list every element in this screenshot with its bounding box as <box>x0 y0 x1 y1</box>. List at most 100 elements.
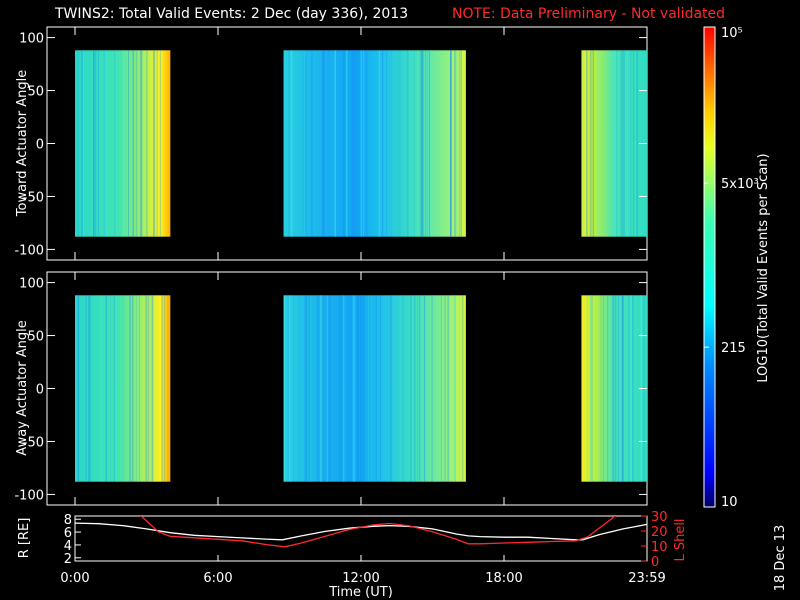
toward-event-streak <box>160 50 161 237</box>
away-event-streak <box>321 295 322 482</box>
away-ytick-label: 100 <box>19 277 44 292</box>
away-event-streak <box>611 295 613 482</box>
away-event-streak <box>447 295 449 482</box>
away-event-streak <box>316 295 319 482</box>
colorbar-scale <box>704 27 715 507</box>
away-event-streak <box>617 295 619 482</box>
toward-event-streak <box>156 50 158 237</box>
away-event-streak <box>409 295 412 482</box>
away-event-streak <box>444 295 446 482</box>
toward-event-streak <box>390 50 392 237</box>
away-event-streak <box>589 295 591 482</box>
toward-event-streak <box>139 50 142 237</box>
toward-event-streak <box>407 50 409 237</box>
toward-event-streak <box>358 50 360 237</box>
away-event-streak <box>342 295 345 482</box>
away-event-streak <box>100 295 103 482</box>
away-event-streak <box>115 295 118 482</box>
toward-event-streak <box>330 50 332 237</box>
toward-event-streak <box>423 50 425 237</box>
away-event-streak <box>357 295 359 482</box>
toward-event-streak <box>290 50 292 237</box>
toward-event-streak <box>386 50 387 237</box>
away-event-streak <box>600 295 602 482</box>
away-event-streak <box>319 295 321 482</box>
toward-event-streak <box>460 50 462 237</box>
toward-event-streak <box>345 50 348 237</box>
toward-ytick-label: -100 <box>14 243 44 258</box>
away-event-streak <box>434 295 437 482</box>
away-event-streak <box>322 295 324 482</box>
toward-event-streak <box>103 50 105 237</box>
toward-event-streak <box>636 50 638 237</box>
toward-event-streak <box>409 50 411 237</box>
toward-event-streak <box>382 50 384 237</box>
toward-event-streak <box>82 50 84 237</box>
away-event-streak <box>380 295 381 482</box>
toward-event-streak <box>291 50 293 237</box>
away-actuator-panel: 100 50 0 -50 -100 Away Actuator Angle <box>14 271 648 506</box>
toward-event-streak <box>633 50 635 237</box>
toward-event-streak <box>423 50 425 237</box>
colorbar-tick-label: 10 <box>721 495 738 510</box>
away-event-streak <box>327 295 328 482</box>
toward-event-streak <box>596 50 599 237</box>
away-event-streak <box>309 295 311 482</box>
toward-event-block-3 <box>581 50 647 237</box>
time-xtick-label: 0:00 <box>60 571 89 586</box>
toward-event-streak <box>363 50 365 237</box>
away-event-streak <box>339 295 341 482</box>
away-event-streak <box>621 295 623 482</box>
away-event-streak <box>389 295 392 482</box>
toward-event-streak <box>93 50 95 237</box>
toward-event-streak <box>141 50 143 237</box>
toward-event-streak <box>153 50 156 237</box>
toward-event-streak <box>77 50 79 237</box>
toward-event-streak <box>121 50 122 237</box>
toward-event-streak <box>311 50 313 237</box>
toward-event-streak <box>159 50 161 237</box>
toward-event-streak <box>128 50 129 237</box>
away-event-streak <box>129 295 131 482</box>
toward-event-streak <box>414 50 415 237</box>
colorbar-tick-label: 10⁵ <box>721 26 743 41</box>
toward-event-streak <box>122 50 125 237</box>
away-event-streak <box>628 295 630 482</box>
away-event-streak <box>110 295 111 482</box>
toward-event-streak <box>636 50 638 237</box>
toward-event-streak <box>132 50 134 237</box>
away-event-streak <box>304 295 306 482</box>
away-event-streak <box>305 295 307 482</box>
away-event-streak <box>375 295 377 482</box>
toward-event-streak <box>303 50 305 237</box>
away-event-streak <box>622 295 623 482</box>
away-event-streak <box>324 295 326 482</box>
away-event-streak <box>622 295 624 482</box>
lshell-ytick-label: 0 <box>651 555 659 570</box>
away-ytick-label: 0 <box>36 383 44 398</box>
away-event-block-3 <box>581 295 647 482</box>
away-event-streak <box>352 295 355 482</box>
away-event-streak <box>306 295 308 482</box>
toward-event-streak <box>303 50 305 237</box>
toward-event-streak <box>363 50 364 237</box>
colorbar-tick-label: 215 <box>721 341 746 356</box>
toward-event-streak <box>589 50 592 237</box>
away-event-streak <box>132 295 134 482</box>
toward-event-streak <box>583 50 585 237</box>
away-event-streak <box>130 295 132 482</box>
toward-event-streak <box>343 50 346 237</box>
away-event-streak <box>591 295 593 482</box>
r-ytick-label: 8 <box>64 513 72 528</box>
colorbar-label: LOG10(Total Valid Events per Scan) <box>756 153 771 382</box>
toward-event-streak <box>103 50 106 237</box>
toward-event-streak <box>347 50 349 237</box>
away-event-streak <box>459 295 460 482</box>
toward-event-streak <box>630 50 632 237</box>
toward-event-streak <box>92 50 93 237</box>
toward-ylabel: Toward Actuator Angle <box>15 70 30 217</box>
toward-event-streak <box>421 50 423 237</box>
toward-event-streak <box>114 50 117 237</box>
away-event-streak <box>586 295 588 482</box>
